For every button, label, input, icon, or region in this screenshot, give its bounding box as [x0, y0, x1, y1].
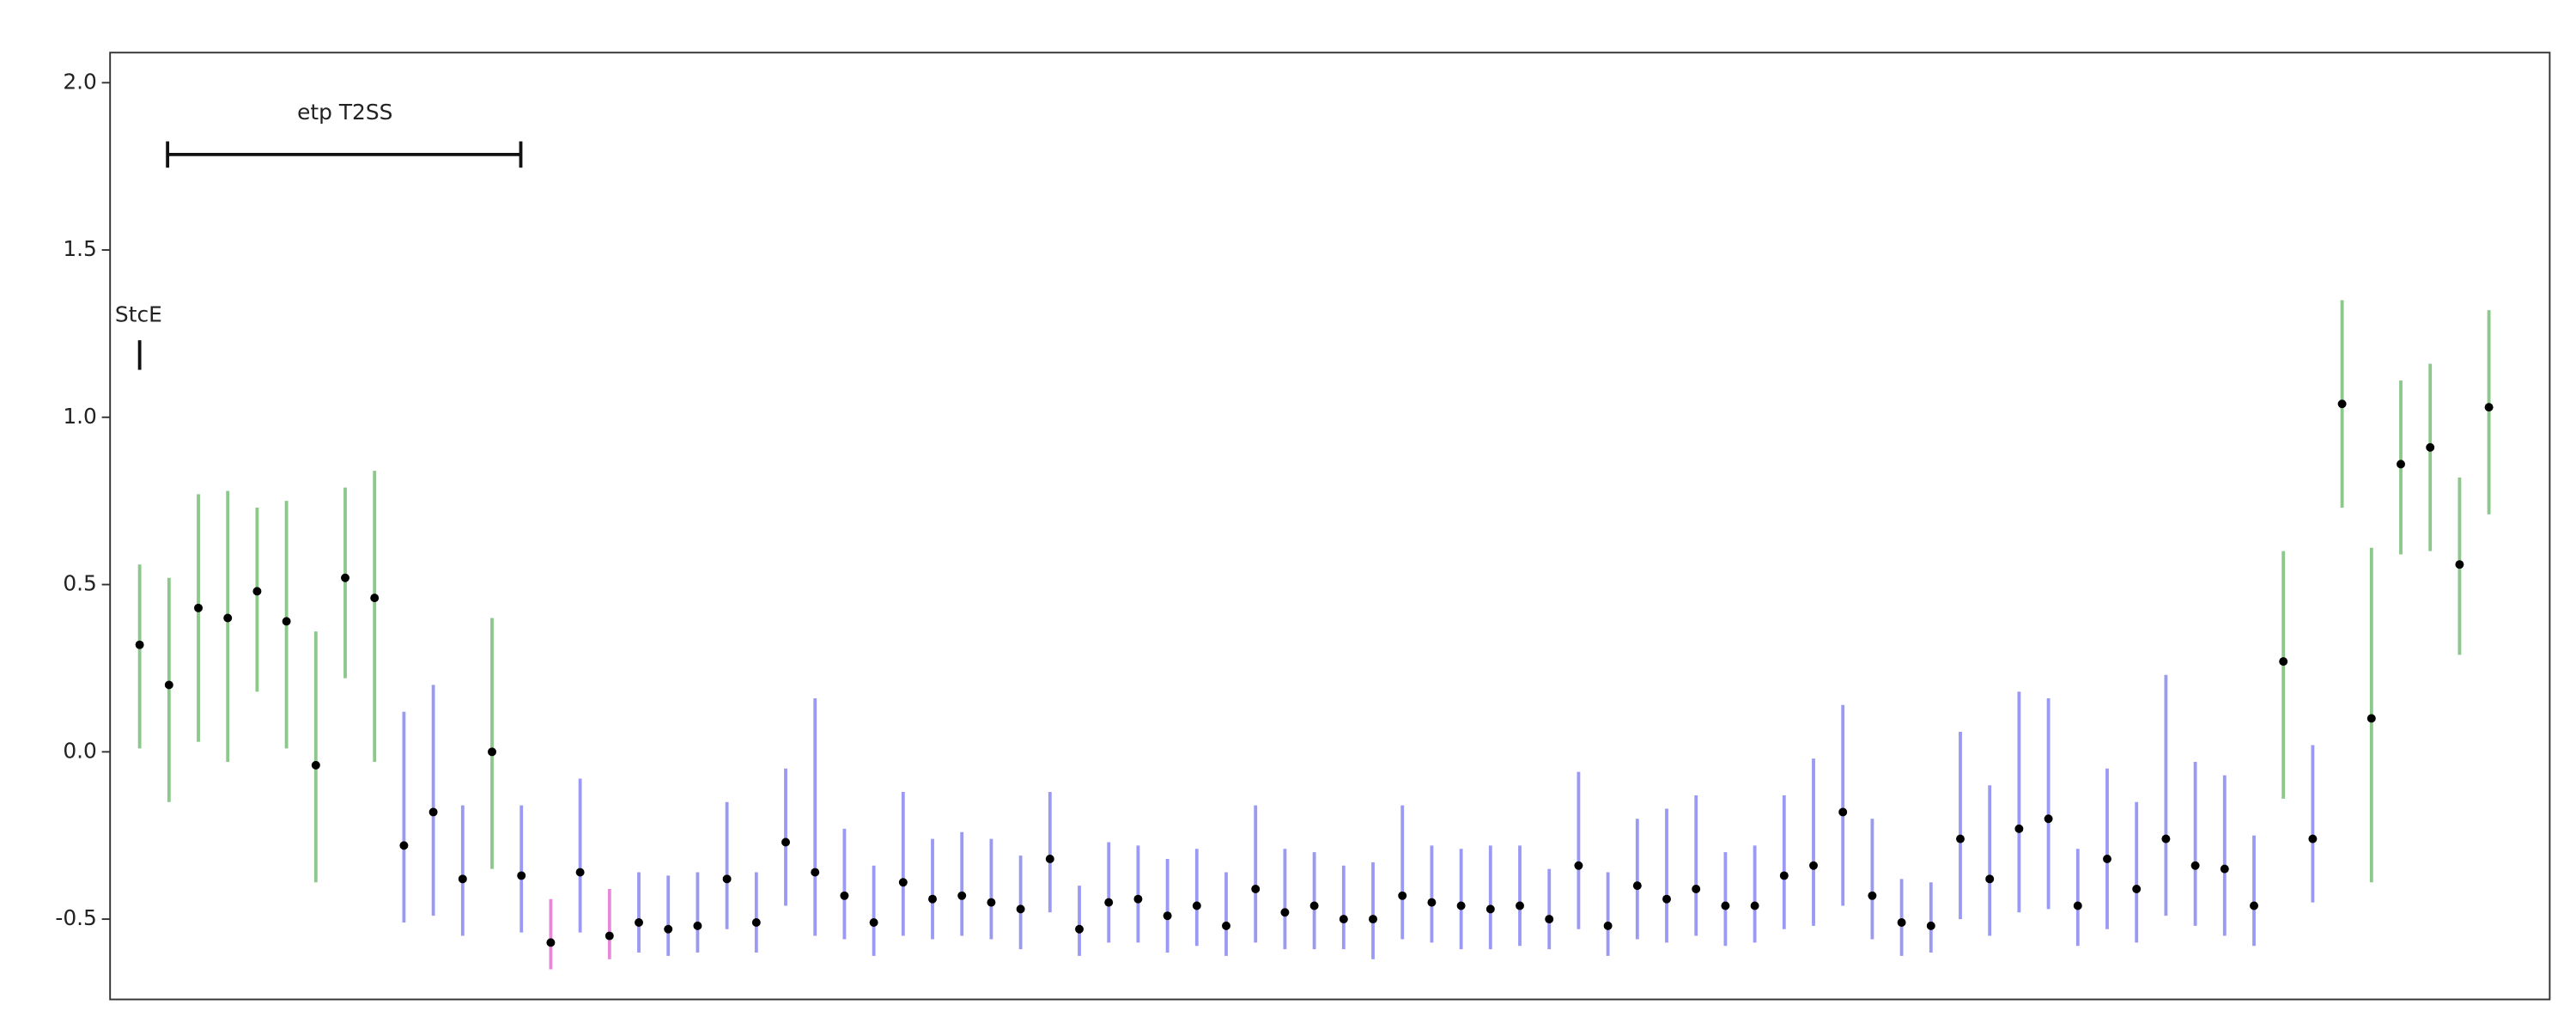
point — [898, 878, 908, 887]
point — [428, 807, 438, 817]
point — [1045, 854, 1054, 863]
point — [1398, 891, 1407, 900]
point — [2044, 814, 2053, 824]
point — [664, 924, 673, 934]
point — [1897, 917, 1906, 927]
point — [693, 921, 702, 930]
point — [1926, 921, 1935, 930]
point — [1222, 921, 1230, 930]
point — [869, 917, 878, 927]
point — [1251, 885, 1261, 893]
point — [987, 898, 996, 907]
point — [1545, 915, 1554, 924]
point — [1809, 861, 1818, 870]
point — [1662, 894, 1671, 904]
point — [2426, 442, 2435, 452]
point — [1779, 871, 1789, 880]
plot-frame — [109, 52, 2551, 1001]
point — [341, 573, 349, 582]
point — [399, 841, 409, 850]
y-tick-label: 2.0 — [63, 69, 97, 94]
point — [2014, 824, 2024, 833]
point — [1456, 901, 1466, 910]
point — [1721, 901, 1730, 910]
point — [575, 868, 585, 877]
annotation: etp T2SS — [297, 100, 392, 125]
bracket — [166, 141, 523, 168]
point — [2455, 560, 2464, 569]
point — [781, 837, 790, 847]
point — [1280, 908, 1290, 917]
point — [135, 640, 144, 649]
point — [1692, 885, 1701, 893]
point — [2279, 657, 2288, 667]
point — [1632, 881, 1642, 891]
point — [488, 747, 496, 757]
point — [751, 917, 761, 927]
point — [282, 617, 291, 626]
point — [223, 613, 233, 623]
point — [2308, 834, 2318, 843]
point — [2250, 901, 2258, 910]
point — [1985, 874, 1995, 884]
point — [164, 680, 173, 690]
point — [2073, 901, 2082, 910]
point — [1868, 891, 1877, 900]
point — [811, 868, 820, 877]
point — [840, 891, 849, 900]
point — [370, 594, 380, 603]
point — [1016, 904, 1025, 914]
point — [1750, 901, 1759, 910]
y-tick-label: 1.0 — [63, 404, 97, 429]
point — [252, 587, 262, 596]
point — [2161, 834, 2171, 843]
point — [2132, 885, 2142, 893]
point — [1192, 901, 1201, 910]
point — [957, 891, 967, 900]
point — [1427, 898, 1437, 907]
y-tick-label: 0.5 — [63, 571, 97, 596]
point — [722, 874, 732, 884]
point — [2103, 854, 2111, 863]
point — [2220, 864, 2229, 874]
point — [1309, 901, 1319, 910]
point — [517, 871, 526, 880]
point — [2366, 714, 2376, 723]
point — [2190, 861, 2200, 870]
point — [1516, 901, 1524, 910]
point — [928, 894, 937, 904]
point — [1163, 911, 1172, 921]
point — [1956, 834, 1965, 843]
point — [1574, 861, 1583, 870]
point — [546, 938, 556, 947]
point — [1133, 894, 1143, 904]
point — [2397, 460, 2405, 469]
point — [1104, 898, 1114, 907]
y-tick-label: 0.0 — [63, 738, 97, 763]
point — [1369, 915, 1377, 924]
point — [1075, 924, 1084, 934]
point — [1838, 807, 1848, 817]
point — [635, 917, 643, 927]
point — [2337, 399, 2347, 409]
point — [311, 760, 320, 770]
point — [605, 931, 614, 941]
annotation: StcE — [115, 301, 162, 326]
point — [1603, 921, 1613, 930]
point — [1485, 904, 1495, 914]
y-tick-label: 1.5 — [63, 236, 97, 261]
point — [1339, 915, 1348, 924]
point — [458, 874, 467, 884]
point — [2484, 403, 2494, 412]
y-tick-label: -0.5 — [55, 905, 97, 930]
point — [194, 603, 204, 612]
